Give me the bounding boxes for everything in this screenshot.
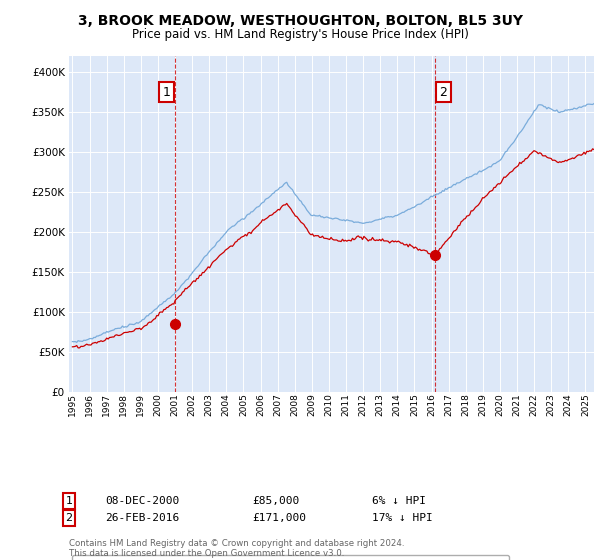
Text: 17% ↓ HPI: 17% ↓ HPI — [372, 513, 433, 523]
Text: 26-FEB-2016: 26-FEB-2016 — [105, 513, 179, 523]
Text: 3, BROOK MEADOW, WESTHOUGHTON, BOLTON, BL5 3UY: 3, BROOK MEADOW, WESTHOUGHTON, BOLTON, B… — [77, 14, 523, 28]
Text: Contains HM Land Registry data © Crown copyright and database right 2024.
This d: Contains HM Land Registry data © Crown c… — [69, 539, 404, 558]
Text: 6% ↓ HPI: 6% ↓ HPI — [372, 496, 426, 506]
Text: £171,000: £171,000 — [252, 513, 306, 523]
Text: 1: 1 — [65, 496, 73, 506]
Legend: 3, BROOK MEADOW, WESTHOUGHTON, BOLTON, BL5 3UY (detached house), HPI: Average pr: 3, BROOK MEADOW, WESTHOUGHTON, BOLTON, B… — [71, 555, 509, 560]
Text: 2: 2 — [65, 513, 73, 523]
Text: 08-DEC-2000: 08-DEC-2000 — [105, 496, 179, 506]
Text: 2: 2 — [440, 86, 448, 99]
Text: 1: 1 — [163, 86, 170, 99]
Text: Price paid vs. HM Land Registry's House Price Index (HPI): Price paid vs. HM Land Registry's House … — [131, 28, 469, 41]
Text: £85,000: £85,000 — [252, 496, 299, 506]
